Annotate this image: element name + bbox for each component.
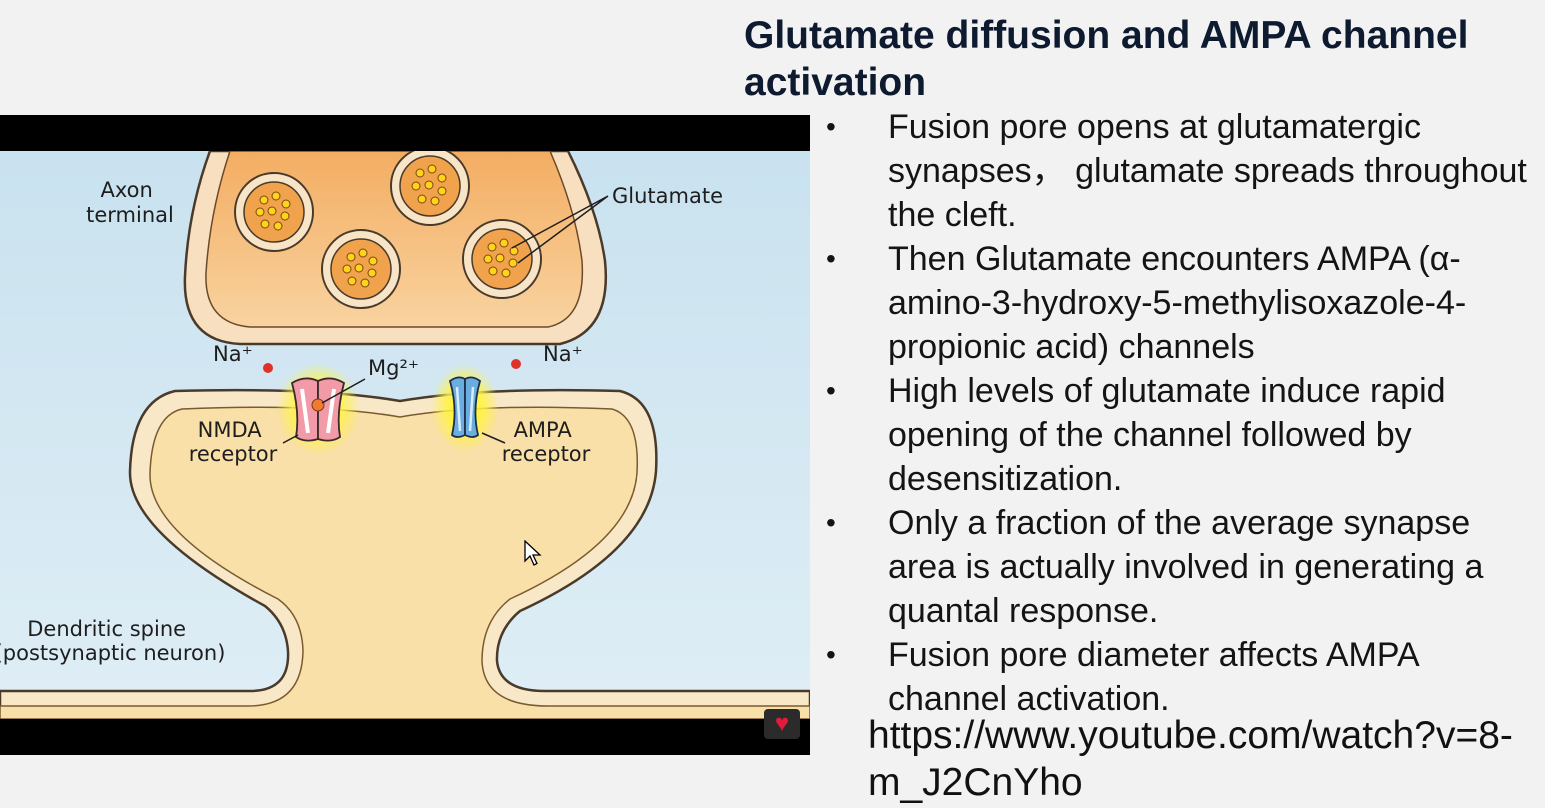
sodium-ion: [511, 359, 521, 369]
dendritic-spine-label: Dendritic spine: [27, 617, 186, 641]
video-link[interactable]: https://www.youtube.com/watch?v=8-m_J2Cn…: [868, 714, 1513, 804]
vesicle: [390, 151, 470, 226]
nmda-label: NMDA: [198, 418, 263, 442]
svg-text:NMDA receptor: NMDA receptor: [189, 418, 278, 466]
mg-pointer: [321, 378, 366, 404]
vesicle: [462, 219, 542, 299]
bullet-text: Fusion pore opens at glutamatergic synap…: [888, 108, 1527, 234]
video-player[interactable]: Axon terminal Glutamate Na⁺ Na⁺ Mg²⁺ NMD…: [0, 115, 810, 755]
bullet-text: Only a fraction of the average synapse a…: [888, 504, 1484, 630]
svg-text:Axon terminal: Axon terminal: [86, 178, 174, 227]
bullet-item: • Fusion pore diameter affects AMPA chann…: [822, 633, 1537, 721]
dendritic-spine-body: [0, 406, 810, 719]
axon-terminal-label: Axon: [101, 178, 153, 202]
bullet-item: • Then Glutamate encounters AMPA (α-amino…: [822, 237, 1537, 369]
sodium-ion: [263, 363, 273, 373]
bullet-dot: •: [826, 639, 836, 670]
bullet-list: • Fusion pore opens at glutamatergic syna…: [822, 105, 1537, 721]
heart-icon[interactable]: ♥: [764, 709, 800, 739]
svg-text:Dendritic spine (postsyn: Dendritic spine (postsynaptic neuron): [0, 617, 225, 665]
magnesium-label: Mg²⁺: [368, 356, 419, 380]
bullet-text: Then Glutamate encounters AMPA (α-amino-…: [888, 240, 1467, 366]
svg-text:AMPA receptor: AMPA receptor: [502, 418, 591, 466]
bullet-text: High levels of glutamate induce rapid op…: [888, 372, 1446, 498]
nmda-pointer: [282, 434, 299, 444]
vesicle: [321, 229, 401, 309]
bullet-dot: •: [826, 507, 836, 538]
bullet-item: • Fusion pore opens at glutamatergic syna…: [822, 105, 1537, 237]
ampa-pointer: [481, 432, 506, 444]
nmda-receptor: [290, 377, 346, 442]
bullet-text: Fusion pore diameter affects AMPA channe…: [888, 636, 1418, 718]
ampa-label: AMPA: [514, 418, 573, 442]
bullet-item: • Only a fraction of the average synapse …: [822, 501, 1537, 633]
sodium-label: Na⁺: [213, 342, 253, 366]
bullet-dot: •: [826, 111, 836, 142]
glutamate-pointer: [511, 195, 609, 264]
vesicle: [234, 172, 314, 252]
bullet-item: • High levels of glutamate induce rapid o…: [822, 369, 1537, 501]
glutamate-label: Glutamate: [612, 184, 723, 208]
slide-title: Glutamate diffusion and AMPA channel act…: [744, 14, 1469, 104]
nmda-label: receptor: [189, 442, 278, 466]
mouse-cursor-icon: [524, 540, 542, 566]
bullet-dot: •: [826, 243, 836, 274]
synapse-diagram: Axon terminal Glutamate Na⁺ Na⁺ Mg²⁺ NMD…: [0, 151, 810, 719]
sodium-label: Na⁺: [543, 342, 583, 366]
ampa-receptor: [448, 376, 482, 438]
axon-terminal-label: terminal: [86, 203, 174, 227]
dendritic-spine-label: (postsynaptic neuron): [0, 641, 225, 665]
bullet-dot: •: [826, 375, 836, 406]
ampa-label: receptor: [502, 442, 591, 466]
